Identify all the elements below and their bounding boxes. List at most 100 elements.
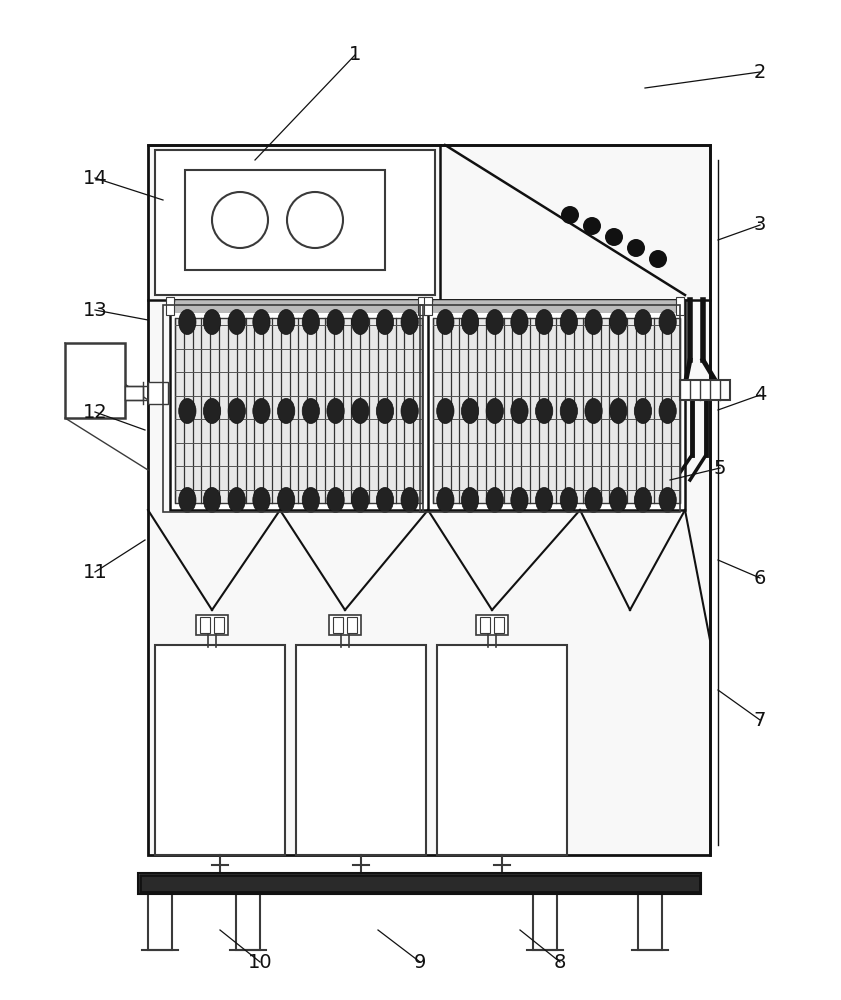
Ellipse shape xyxy=(486,398,504,424)
Text: 12: 12 xyxy=(82,402,108,422)
Bar xyxy=(437,645,567,855)
Circle shape xyxy=(561,206,579,224)
Ellipse shape xyxy=(610,310,627,334)
Ellipse shape xyxy=(510,488,528,512)
Bar xyxy=(196,615,228,635)
Text: 2: 2 xyxy=(754,62,766,82)
Ellipse shape xyxy=(352,398,369,424)
Text: 6: 6 xyxy=(754,568,766,587)
Bar xyxy=(433,300,680,312)
Ellipse shape xyxy=(278,398,295,424)
Ellipse shape xyxy=(536,488,553,512)
Bar xyxy=(125,386,143,400)
Ellipse shape xyxy=(584,310,602,334)
Ellipse shape xyxy=(376,488,394,512)
Text: 10: 10 xyxy=(248,952,272,972)
Ellipse shape xyxy=(178,310,196,334)
Bar xyxy=(296,645,426,855)
Bar xyxy=(418,297,426,315)
Bar xyxy=(333,617,343,633)
Circle shape xyxy=(212,192,268,248)
Ellipse shape xyxy=(204,488,220,512)
Ellipse shape xyxy=(302,488,320,512)
Bar xyxy=(676,297,684,315)
Ellipse shape xyxy=(610,398,627,424)
Bar xyxy=(138,873,701,894)
Bar xyxy=(480,617,490,633)
Ellipse shape xyxy=(659,488,676,512)
Ellipse shape xyxy=(401,488,418,512)
Ellipse shape xyxy=(536,310,553,334)
Bar xyxy=(347,617,357,633)
Ellipse shape xyxy=(204,310,220,334)
Bar xyxy=(433,318,680,503)
Ellipse shape xyxy=(560,310,578,334)
Ellipse shape xyxy=(253,488,270,512)
Ellipse shape xyxy=(253,310,270,334)
Ellipse shape xyxy=(278,310,295,334)
Ellipse shape xyxy=(228,310,246,334)
Ellipse shape xyxy=(327,488,344,512)
Text: 3: 3 xyxy=(754,216,766,234)
Ellipse shape xyxy=(486,488,504,512)
Text: 4: 4 xyxy=(754,385,766,404)
Ellipse shape xyxy=(401,310,418,334)
Ellipse shape xyxy=(634,310,652,334)
Ellipse shape xyxy=(560,398,578,424)
Bar xyxy=(65,343,125,418)
Ellipse shape xyxy=(560,488,578,512)
Ellipse shape xyxy=(659,310,676,334)
Bar xyxy=(155,645,285,855)
Text: 14: 14 xyxy=(82,168,108,188)
Ellipse shape xyxy=(376,398,394,424)
Circle shape xyxy=(627,239,645,257)
Bar xyxy=(638,890,662,950)
Text: 11: 11 xyxy=(82,562,108,582)
Ellipse shape xyxy=(462,310,479,334)
Bar xyxy=(185,170,385,270)
Ellipse shape xyxy=(352,488,369,512)
Ellipse shape xyxy=(228,398,246,424)
Ellipse shape xyxy=(327,310,344,334)
Ellipse shape xyxy=(376,310,394,334)
Text: 9: 9 xyxy=(414,952,426,972)
Text: 5: 5 xyxy=(714,458,727,478)
Ellipse shape xyxy=(584,398,602,424)
Ellipse shape xyxy=(436,310,454,334)
Ellipse shape xyxy=(178,398,196,424)
Bar xyxy=(155,150,435,295)
Bar xyxy=(476,615,508,635)
Text: 8: 8 xyxy=(554,952,566,972)
Bar xyxy=(148,890,172,950)
Bar xyxy=(175,300,422,312)
Bar xyxy=(424,297,432,315)
Ellipse shape xyxy=(486,310,504,334)
Ellipse shape xyxy=(510,310,528,334)
Ellipse shape xyxy=(462,488,479,512)
Text: 13: 13 xyxy=(82,300,108,320)
Bar xyxy=(533,890,557,950)
Ellipse shape xyxy=(253,398,270,424)
Ellipse shape xyxy=(584,488,602,512)
Bar xyxy=(214,617,224,633)
Bar xyxy=(166,297,174,315)
Ellipse shape xyxy=(436,398,454,424)
Ellipse shape xyxy=(462,398,479,424)
Ellipse shape xyxy=(228,488,246,512)
Ellipse shape xyxy=(327,398,344,424)
Bar xyxy=(148,145,710,855)
Bar xyxy=(680,380,730,400)
Bar xyxy=(200,617,210,633)
Ellipse shape xyxy=(178,488,196,512)
Bar xyxy=(494,617,504,633)
Ellipse shape xyxy=(302,398,320,424)
Bar xyxy=(329,615,361,635)
Bar xyxy=(140,875,700,892)
Ellipse shape xyxy=(510,398,528,424)
Bar xyxy=(420,305,680,512)
Bar xyxy=(163,305,423,512)
Bar xyxy=(148,382,168,404)
Bar xyxy=(175,318,422,503)
Ellipse shape xyxy=(610,488,627,512)
Circle shape xyxy=(649,250,667,268)
